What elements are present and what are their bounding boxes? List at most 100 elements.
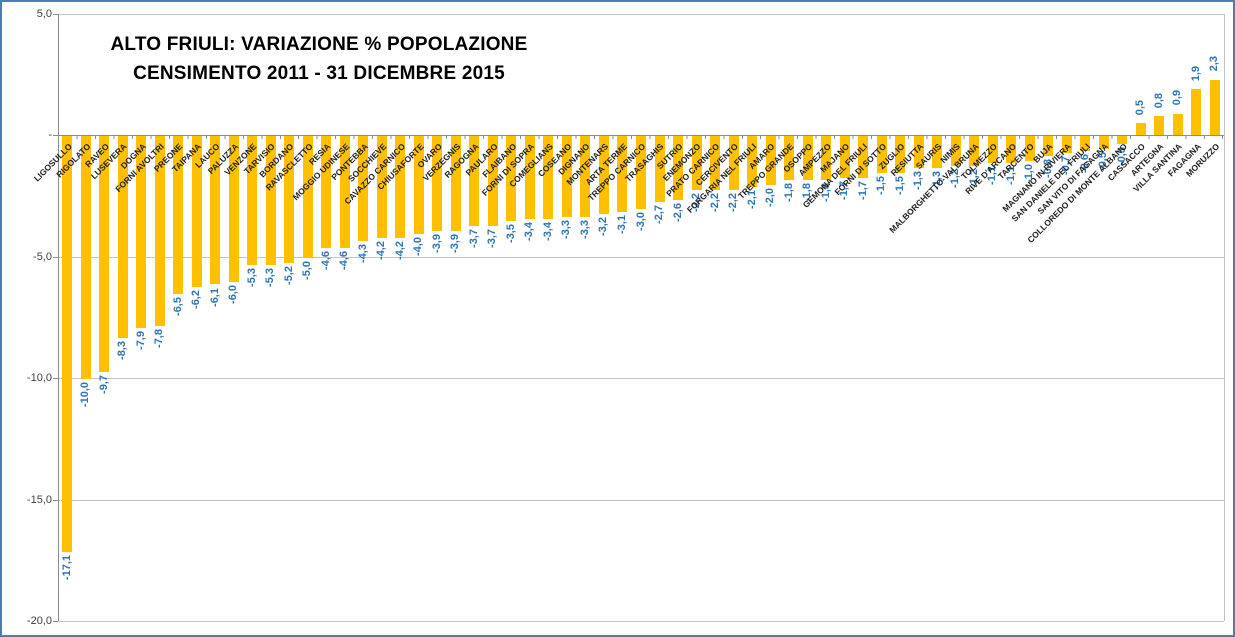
gridline [58, 256, 1224, 258]
bar [932, 136, 943, 168]
bar-value-label: 1,9 [1189, 65, 1202, 82]
bar [821, 136, 832, 181]
bar [191, 136, 202, 287]
y-axis-tick [53, 499, 58, 501]
bar-value-label: -6,0 [227, 285, 240, 305]
bar [339, 136, 350, 249]
y-axis-tick [53, 621, 58, 622]
bar-value-label: -3,2 [597, 217, 610, 237]
bar-value-label: -3,4 [523, 221, 536, 241]
bar [1043, 136, 1054, 156]
bar [321, 136, 332, 249]
bar [136, 136, 147, 329]
bar-value-label: -6,1 [208, 287, 221, 307]
bar [728, 136, 739, 190]
bar [691, 136, 702, 190]
bar [1191, 89, 1202, 136]
bar [784, 136, 795, 181]
gridline [58, 621, 1224, 622]
bar-value-label: -1,7 [856, 180, 869, 200]
bar [228, 136, 239, 283]
bar-value-label: -4,0 [412, 236, 425, 256]
bar-value-label: -3,4 [541, 221, 554, 241]
bar [1080, 136, 1091, 151]
bar [173, 136, 184, 295]
bar-value-label: -3,5 [504, 224, 517, 244]
bar [1154, 115, 1165, 136]
y-axis-tick [53, 135, 58, 137]
bar-value-label: -1,8 [782, 183, 795, 203]
y-axis-label: 5,0 [36, 8, 52, 20]
bar [747, 136, 758, 188]
bar [673, 136, 684, 200]
bar [432, 136, 443, 232]
y-axis-label: -15,0 [26, 493, 52, 506]
bar [1006, 136, 1017, 164]
bar-value-label: -9,7 [97, 374, 110, 394]
y-axis-tick [53, 256, 58, 258]
bar-value-label: -3,3 [560, 219, 573, 239]
bar [969, 136, 980, 166]
bar [395, 136, 406, 239]
bar-value-label: -4,3 [356, 243, 369, 263]
bar-value-label: -5,0 [301, 260, 314, 280]
bar [524, 136, 535, 219]
bar [895, 136, 906, 173]
bar-value-label: -6,2 [190, 289, 203, 309]
bar [1209, 79, 1220, 136]
y-axis-tick [53, 378, 58, 380]
bar-value-label: 0,8 [1152, 92, 1165, 108]
bar-value-label: -17,1 [60, 554, 73, 580]
bar [858, 136, 869, 178]
bar-value-label: -3,1 [615, 214, 628, 234]
bar [654, 136, 665, 202]
bar [358, 136, 369, 241]
bar [450, 136, 461, 232]
bar [913, 136, 924, 168]
bar [710, 136, 721, 190]
bar [1117, 136, 1128, 144]
bar [1172, 113, 1183, 136]
bar [617, 136, 628, 212]
bar-value-label: -7,9 [134, 331, 147, 351]
bar [543, 136, 554, 219]
bar [580, 136, 591, 217]
bar [1098, 136, 1109, 149]
y-axis-line [58, 14, 59, 621]
bar-value-label: -2,0 [764, 187, 777, 207]
bar-value-label: -3,7 [486, 229, 499, 249]
bar [1024, 136, 1035, 161]
chart-title-line2: CENSIMENTO 2011 - 31 DICEMBRE 2015 [133, 63, 505, 84]
bar-value-label: 2,3 [1208, 56, 1221, 72]
bar-value-label: -2,6 [671, 202, 684, 222]
bar [265, 136, 276, 266]
bar [987, 136, 998, 164]
bar [1061, 136, 1072, 154]
bar-value-label: -3,0 [634, 212, 647, 232]
plot-right-border [1224, 14, 1225, 621]
bar [765, 136, 776, 185]
bar [247, 136, 258, 266]
bar-value-label: -2,7 [653, 204, 665, 224]
bar [99, 136, 110, 372]
bar [302, 136, 313, 258]
bar [561, 136, 572, 217]
gridline [58, 14, 1224, 15]
y-axis-label: -10,0 [26, 372, 52, 385]
bar [487, 136, 498, 227]
bar [1135, 123, 1146, 136]
bar-value-label: -4,6 [319, 251, 332, 271]
chart-title: ALTO FRIULI: VARIAZIONE % POPOLAZIONE CE… [74, 30, 564, 88]
y-axis-tick [53, 14, 58, 15]
bar-value-label: -3,9 [449, 234, 462, 254]
bar-value-label: -1,3 [912, 170, 925, 190]
bar-value-label: 0,5 [1134, 99, 1147, 116]
bar-value-label: -7,8 [153, 328, 166, 348]
bar-value-label: -5,3 [264, 268, 277, 288]
bar-value-label: -1,5 [875, 175, 888, 195]
bar [950, 136, 961, 166]
chart-title-line1: ALTO FRIULI: VARIAZIONE % POPOLAZIONE [110, 34, 528, 55]
bar-value-label: -5,2 [282, 265, 295, 285]
bar [210, 136, 221, 285]
bar-value-label: -3,3 [578, 219, 591, 239]
